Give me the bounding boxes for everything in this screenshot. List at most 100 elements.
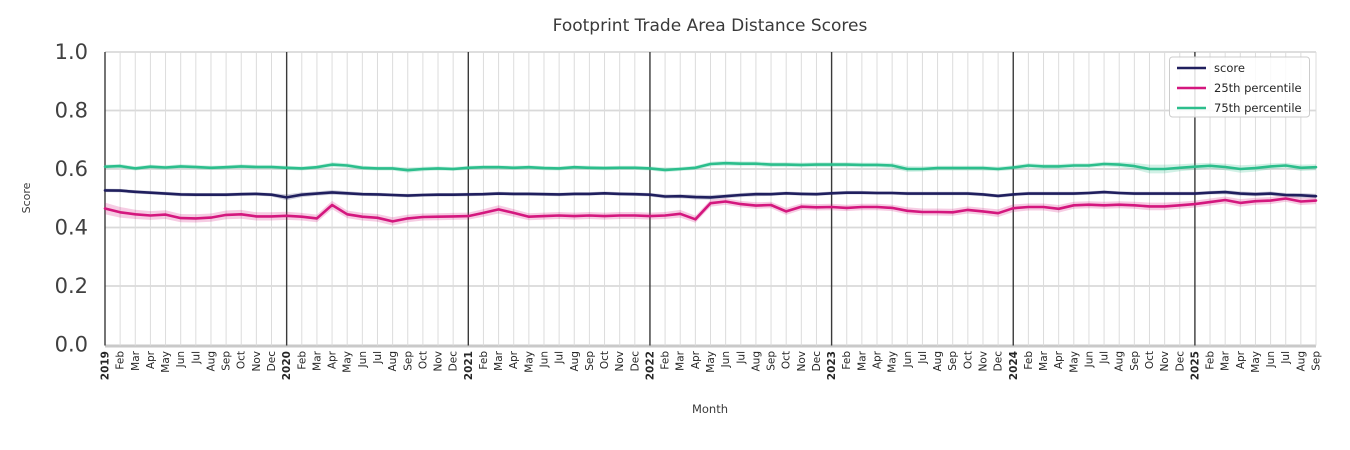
x-tick-label: Oct (781, 351, 793, 369)
x-tick-label: Feb (841, 351, 853, 370)
x-tick-label: Feb (296, 351, 308, 370)
x-tick-label: Nov (614, 351, 626, 372)
x-tick-label: May (887, 351, 899, 373)
x-tick-label: Dec (1174, 351, 1186, 372)
x-tick-label: Mar (130, 350, 142, 370)
x-tick-label: Nov (1159, 351, 1171, 372)
x-tick-label: Apr (508, 350, 520, 369)
series-line-25th-percentile (103, 197, 1318, 223)
x-tick-label: Sep (584, 351, 596, 371)
legend: score 25th percentile 75th percentile (1169, 56, 1310, 118)
x-tick-label: Jun (175, 351, 187, 368)
x-tick-label: 2024 (1008, 351, 1020, 380)
x-tick-label: Feb (1023, 351, 1035, 370)
x-tick-label: Feb (1205, 351, 1217, 370)
x-tick-label: Jul (554, 351, 566, 365)
x-tick-label: Sep (1129, 351, 1141, 371)
x-tick-label: Sep (947, 351, 959, 371)
x-tick-label: Jun (1083, 351, 1095, 368)
y-tick-label: 0.0 (55, 333, 88, 357)
x-tick-label: Aug (1114, 351, 1126, 372)
x-tick-label: Jul (372, 351, 384, 365)
x-tick-label: May (342, 351, 354, 373)
x-tick-label: Jun (720, 351, 732, 368)
legend-label-score: score (1214, 61, 1245, 75)
x-tick-label: 2021 (463, 351, 475, 380)
x-tick-label: Jul (1280, 351, 1292, 365)
x-tick-label: Mar (675, 350, 687, 370)
chart-title: Footprint Trade Area Distance Scores (553, 16, 868, 36)
x-tick-label: Dec (811, 351, 823, 372)
x-tick-label: Oct (417, 351, 429, 369)
x-tick-label: 2020 (281, 351, 293, 380)
x-tick-label: Dec (629, 351, 641, 372)
x-tick-label: May (705, 351, 717, 373)
y-axis-label: Score (20, 182, 33, 213)
x-tick-label: Jul (1099, 351, 1111, 365)
x-tick-label: Sep (221, 351, 233, 371)
x-tick-label: Jul (190, 351, 202, 365)
x-axis-label: Month (692, 402, 728, 416)
y-tick-label: 0.6 (55, 157, 88, 181)
x-tick-label: Dec (993, 351, 1005, 372)
x-tick-label: Aug (932, 351, 944, 372)
x-tick-label: Dec (448, 351, 460, 372)
x-tick-label: Apr (327, 350, 339, 369)
x-tick-label: 2019 (100, 351, 112, 380)
x-tick-label: Apr (1053, 350, 1065, 369)
x-tick-label: Sep (1311, 351, 1323, 371)
x-tick-label: May (1068, 351, 1080, 373)
series-lines (103, 161, 1318, 223)
y-tick-label: 0.2 (55, 274, 88, 298)
x-tick-label: Nov (433, 351, 445, 372)
y-tick-label: 0.8 (55, 99, 88, 123)
x-tick-label: Dec (266, 351, 278, 372)
legend-box (1169, 56, 1310, 118)
x-tick-label: Nov (251, 351, 263, 372)
x-tick-label: Aug (750, 351, 762, 372)
x-tick-label: Jun (902, 351, 914, 368)
x-tick-label: Jun (1265, 351, 1277, 368)
x-tick-label: Oct (1144, 351, 1156, 369)
x-tick-label: Feb (660, 351, 672, 370)
x-tick-label: May (523, 351, 535, 373)
x-tick-label: Mar (1038, 350, 1050, 370)
x-tick-label: Apr (690, 350, 702, 369)
y-tick-labels: 0.0 0.2 0.4 0.6 0.8 1.0 (55, 40, 88, 357)
x-tick-label: Aug (387, 351, 399, 372)
x-tick-label: Jul (735, 351, 747, 365)
x-tick-label: Apr (872, 350, 884, 369)
x-tick-label: Feb (115, 351, 127, 370)
y-tick-label: 1.0 (55, 40, 88, 64)
x-tick-label: May (1250, 351, 1262, 373)
x-tick-label: May (160, 351, 172, 373)
x-tick-label: Apr (1235, 350, 1247, 369)
x-tick-label: Sep (766, 351, 778, 371)
x-tick-label: Mar (856, 350, 868, 370)
x-tick-label: Jun (357, 351, 369, 368)
x-tick-label: Aug (205, 351, 217, 372)
x-tick-label: 2025 (1189, 351, 1201, 380)
vertical-gridlines (104, 52, 1317, 346)
x-tick-label: Mar (311, 350, 323, 370)
legend-label-25th-percentile: 25th percentile (1214, 81, 1302, 95)
series-line-score (103, 189, 1318, 199)
y-tick-label: 0.4 (55, 216, 88, 240)
x-tick-label: Mar (1220, 350, 1232, 370)
x-tick-label: Feb (478, 351, 490, 370)
legend-label-75th-percentile: 75th percentile (1214, 101, 1302, 115)
x-tick-label: Jul (917, 351, 929, 365)
x-tick-label: Oct (236, 351, 248, 369)
x-tick-label: Apr (145, 350, 157, 369)
x-tick-label: Oct (599, 351, 611, 369)
x-tick-label: Aug (1295, 351, 1307, 372)
x-tick-label: 2023 (826, 351, 838, 380)
x-tick-label: Aug (569, 351, 581, 372)
x-tick-label: Jun (538, 351, 550, 368)
x-tick-labels: 2019 Feb Mar Apr May Jun Jul Aug Sep Oct Nov Dec 202… (100, 350, 1323, 380)
x-tick-label: Sep (402, 351, 414, 371)
x-tick-label: 2022 (644, 351, 656, 380)
x-tick-label: Nov (796, 351, 808, 372)
